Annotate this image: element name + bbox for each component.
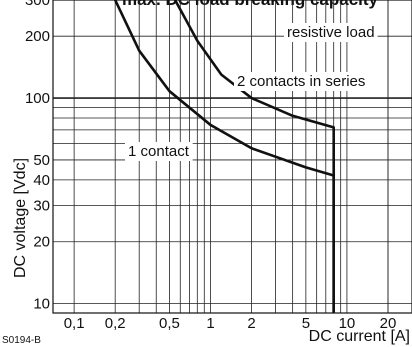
label-2-contacts-in-series: 2 contacts in series (237, 73, 365, 90)
series-line-1-contact (114, 0, 335, 313)
y-tick-label: 20 (33, 234, 50, 251)
label-background (125, 142, 193, 161)
chart-title: max. DC load breaking capacity (122, 0, 379, 9)
grid (53, 0, 412, 313)
x-tick-label: 1 (206, 315, 214, 332)
x-tick-label: 20 (380, 315, 397, 332)
y-axis-label: DC voltage [Vdc] (12, 158, 29, 278)
plot-frame (52, 0, 412, 314)
x-tick-label: 2 (247, 315, 255, 332)
label-background (234, 72, 369, 91)
resistive-load-label: resistive load (287, 24, 375, 41)
x-tick-label: 0,2 (105, 315, 126, 332)
x-axis-ticks: 0,1 0,2 0,5 1 2 5 10 20 (64, 315, 397, 332)
curve-labels: resistive load 2 contacts in series 1 co… (125, 23, 378, 161)
x-axis-label: DC current [A] (309, 328, 410, 345)
series-line-2-contacts-in-series (173, 0, 335, 313)
x-tick-label: 0,5 (159, 315, 180, 332)
y-tick-label: 30 (33, 198, 50, 215)
y-tick-label: 10 (33, 296, 50, 313)
label-background (284, 23, 378, 42)
y-tick-label: 100 (25, 90, 50, 107)
x-tick-label: 5 (302, 315, 310, 332)
label-1-contact: 1 contact (128, 143, 190, 160)
figure-code: S0194-B (2, 335, 41, 346)
x-tick-label: 10 (339, 315, 356, 332)
y-tick-label: 300 (25, 0, 50, 9)
y-tick-label: 50 (33, 152, 50, 169)
x-tick-label: 0,1 (64, 315, 85, 332)
y-tick-label: 200 (25, 28, 50, 45)
y-axis-ticks: 10 20 30 40 50 100 200 300 (25, 0, 50, 313)
series-curves (114, 0, 335, 313)
y-tick-label: 40 (33, 172, 50, 189)
